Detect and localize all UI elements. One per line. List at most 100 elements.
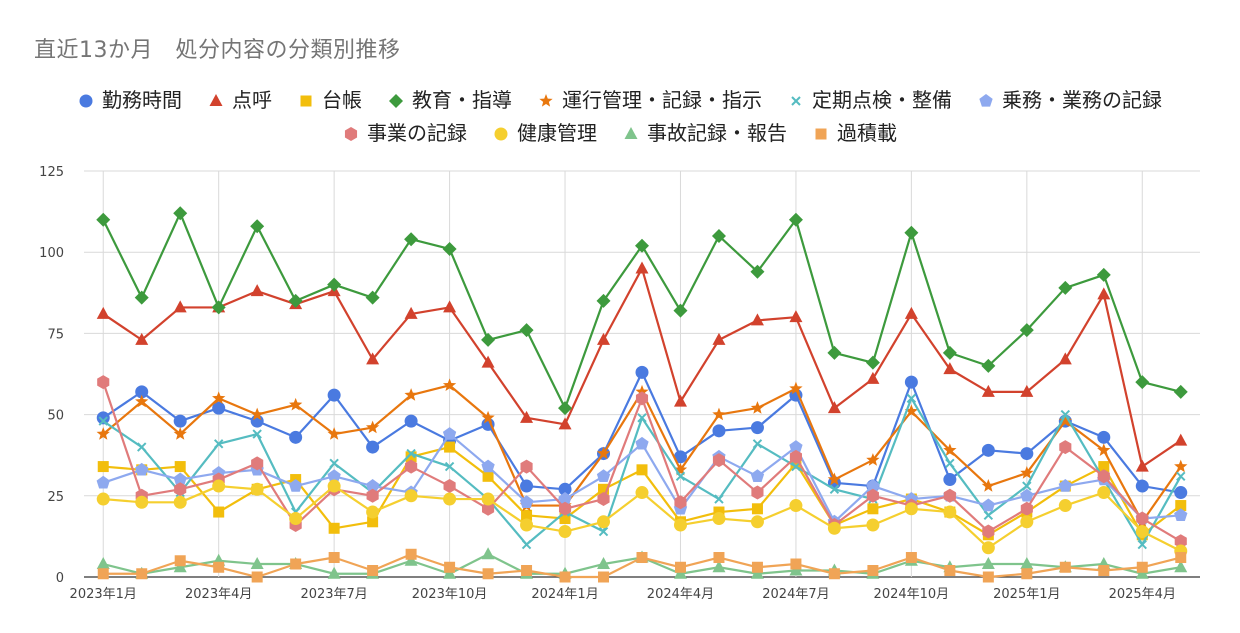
data-point	[520, 410, 534, 423]
data-point	[866, 518, 880, 532]
legend-item: 乗務・業務の記録	[978, 84, 1162, 117]
data-point	[904, 404, 919, 418]
legend-item: 台帳	[298, 84, 362, 117]
legend-row-1: 事業の記録 健康管理 事故記録・報告 過積載	[20, 117, 1220, 150]
data-point	[367, 516, 379, 528]
data-point	[520, 518, 534, 532]
data-point	[251, 456, 264, 471]
data-point	[789, 440, 803, 453]
data-point	[981, 557, 995, 570]
data-point	[981, 541, 995, 555]
data-point	[521, 539, 532, 550]
data-point	[482, 501, 495, 516]
legend-triangle-icon	[209, 93, 223, 106]
data-point	[96, 475, 110, 489]
data-point	[329, 458, 339, 469]
data-point	[597, 557, 611, 570]
data-point	[982, 524, 995, 539]
data-point	[404, 388, 418, 401]
data-point	[134, 290, 149, 305]
data-point	[674, 561, 686, 573]
data-point	[827, 345, 842, 360]
data-point	[1175, 500, 1187, 512]
data-point	[367, 565, 379, 577]
data-point	[327, 427, 341, 440]
data-point	[137, 442, 147, 452]
data-point	[981, 384, 995, 397]
data-point	[404, 489, 418, 503]
data-point	[1137, 539, 1147, 550]
chart-legend: 勤務時間 点呼 台帳 教育・指導 運行管理・記録・指示 定期点検・整備 乗務・業務の記録 事業…	[20, 84, 1220, 150]
data-point	[635, 238, 649, 253]
legend-item: 勤務時間	[78, 84, 182, 117]
data-point	[827, 521, 841, 535]
series-3	[96, 206, 1188, 416]
data-point	[443, 300, 457, 313]
legend-label: 定期点検・整備	[812, 88, 952, 112]
data-point	[96, 427, 110, 440]
data-point	[981, 498, 995, 512]
data-point	[1174, 508, 1188, 521]
data-point	[96, 212, 111, 227]
data-point	[712, 332, 726, 345]
data-point	[1097, 443, 1111, 456]
data-point	[904, 225, 919, 240]
data-point	[558, 417, 572, 430]
data-point	[789, 449, 802, 464]
legend-item: 過積載	[813, 117, 897, 150]
data-point	[365, 290, 380, 305]
data-point	[866, 453, 880, 466]
data-point	[327, 469, 341, 482]
data-point	[750, 421, 764, 435]
data-point	[558, 401, 573, 416]
data-point	[252, 429, 262, 439]
data-point	[443, 492, 457, 506]
data-point	[714, 494, 724, 504]
data-point	[482, 470, 494, 482]
data-point	[945, 458, 955, 469]
data-point	[328, 522, 340, 534]
x-tick-label: 2024年10月	[874, 587, 950, 602]
data-point	[943, 505, 957, 519]
series-1	[96, 261, 1188, 472]
data-point	[251, 571, 263, 583]
data-point	[1097, 486, 1111, 500]
data-point	[250, 482, 264, 496]
data-point	[635, 391, 649, 406]
data-point	[520, 459, 533, 474]
data-point	[366, 488, 379, 503]
data-point	[635, 436, 649, 450]
data-point	[1060, 409, 1071, 420]
data-point	[1176, 471, 1186, 482]
data-point	[867, 565, 879, 577]
legend-triangle-icon	[624, 126, 638, 139]
data-point	[481, 410, 495, 424]
data-point	[1175, 552, 1187, 564]
data-point	[828, 568, 840, 580]
legend-diamond-icon	[389, 93, 403, 108]
data-point	[829, 484, 840, 495]
data-point	[981, 443, 995, 457]
data-point	[750, 515, 764, 529]
data-point	[637, 413, 647, 423]
legend-label: 健康管理	[517, 121, 597, 145]
data-point	[597, 492, 610, 507]
legend-item: 定期点検・整備	[788, 84, 952, 117]
data-point	[1058, 414, 1072, 427]
y-tick-label: 25	[47, 490, 64, 505]
legend-x-icon	[791, 95, 801, 106]
x-tick-label: 2025年1月	[993, 587, 1060, 602]
data-point	[597, 332, 611, 345]
series-10	[97, 548, 1187, 583]
data-point	[213, 561, 225, 573]
data-point	[404, 414, 418, 428]
x-tick-label: 2025年4月	[1109, 587, 1176, 602]
data-point	[983, 510, 994, 520]
data-point	[289, 512, 303, 526]
data-point	[366, 440, 380, 454]
legend-item: 事業の記録	[343, 117, 467, 150]
data-point	[1020, 501, 1033, 516]
data-point	[559, 571, 571, 583]
data-point	[250, 284, 264, 297]
data-point	[1174, 560, 1188, 573]
